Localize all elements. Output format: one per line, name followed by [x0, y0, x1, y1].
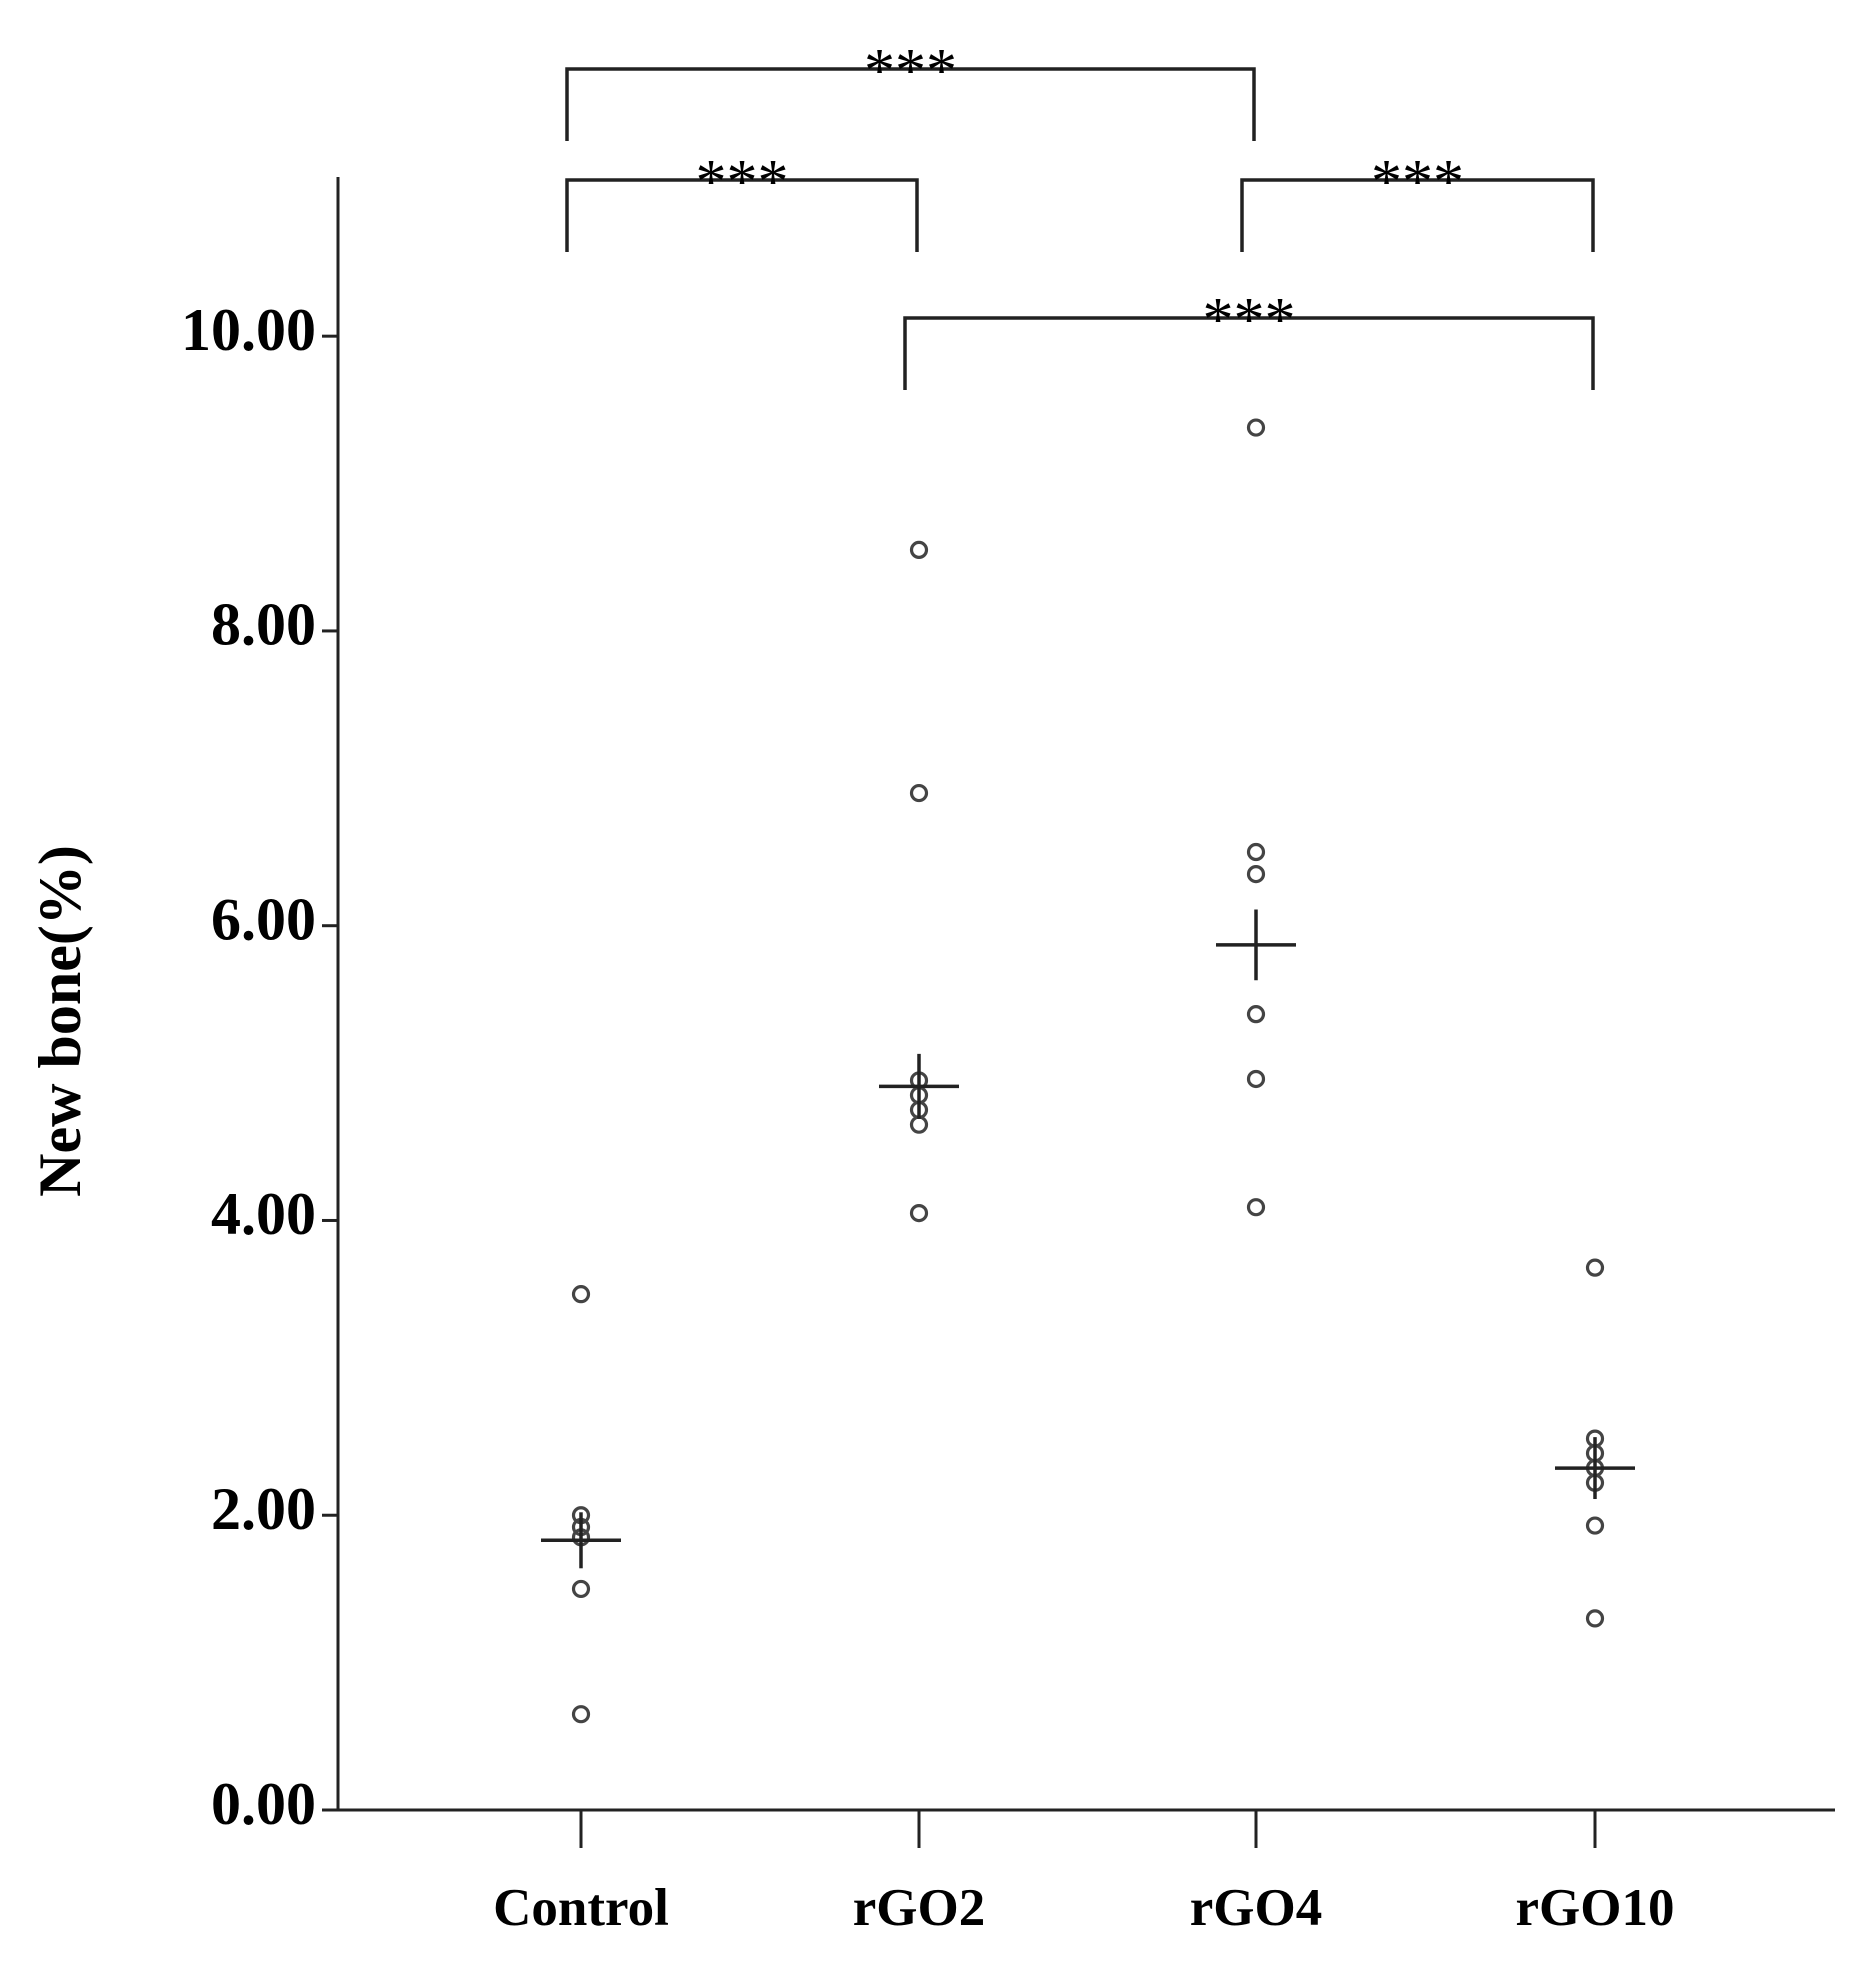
data-point	[1585, 1516, 1605, 1535]
significance-label: ***	[1371, 148, 1464, 216]
y-tick-label: 10.00	[181, 297, 316, 363]
data-point	[1246, 1069, 1266, 1089]
data-point	[909, 1204, 929, 1223]
significance-bracket	[565, 67, 1256, 141]
y-tick-label: 8.00	[211, 592, 316, 658]
data-point	[1246, 418, 1266, 437]
data-point	[1246, 1005, 1266, 1024]
y-tick-label: 0.00	[211, 1771, 316, 1837]
data-point	[571, 1705, 591, 1724]
data-point	[909, 540, 929, 559]
data-point	[571, 1579, 591, 1599]
data-point	[1585, 1609, 1605, 1628]
significance-bracket	[903, 316, 1595, 390]
significance-label: ***	[864, 37, 957, 105]
x-tick-label: rGO10	[1516, 1879, 1675, 1937]
x-tick-label: rGO4	[1190, 1879, 1322, 1937]
data-point	[1246, 865, 1266, 884]
data-point	[1585, 1258, 1605, 1277]
x-tick-label: rGO2	[853, 1879, 985, 1937]
x-tick-label: Control	[493, 1879, 669, 1937]
data-point	[909, 1115, 929, 1134]
data-point	[909, 783, 929, 803]
y-tick-label: 2.00	[211, 1476, 316, 1542]
y-tick-label: 6.00	[211, 886, 316, 952]
data-point	[1246, 842, 1266, 862]
data-point	[571, 1285, 591, 1304]
data-point	[1246, 1198, 1266, 1217]
significance-label: ***	[1203, 286, 1296, 354]
y-axis-title: New bone(%)	[27, 845, 93, 1197]
y-tick-label: 4.00	[211, 1181, 316, 1247]
significance-bracket	[1240, 178, 1595, 252]
significance-label: ***	[696, 148, 789, 216]
significance-bracket	[565, 178, 919, 252]
